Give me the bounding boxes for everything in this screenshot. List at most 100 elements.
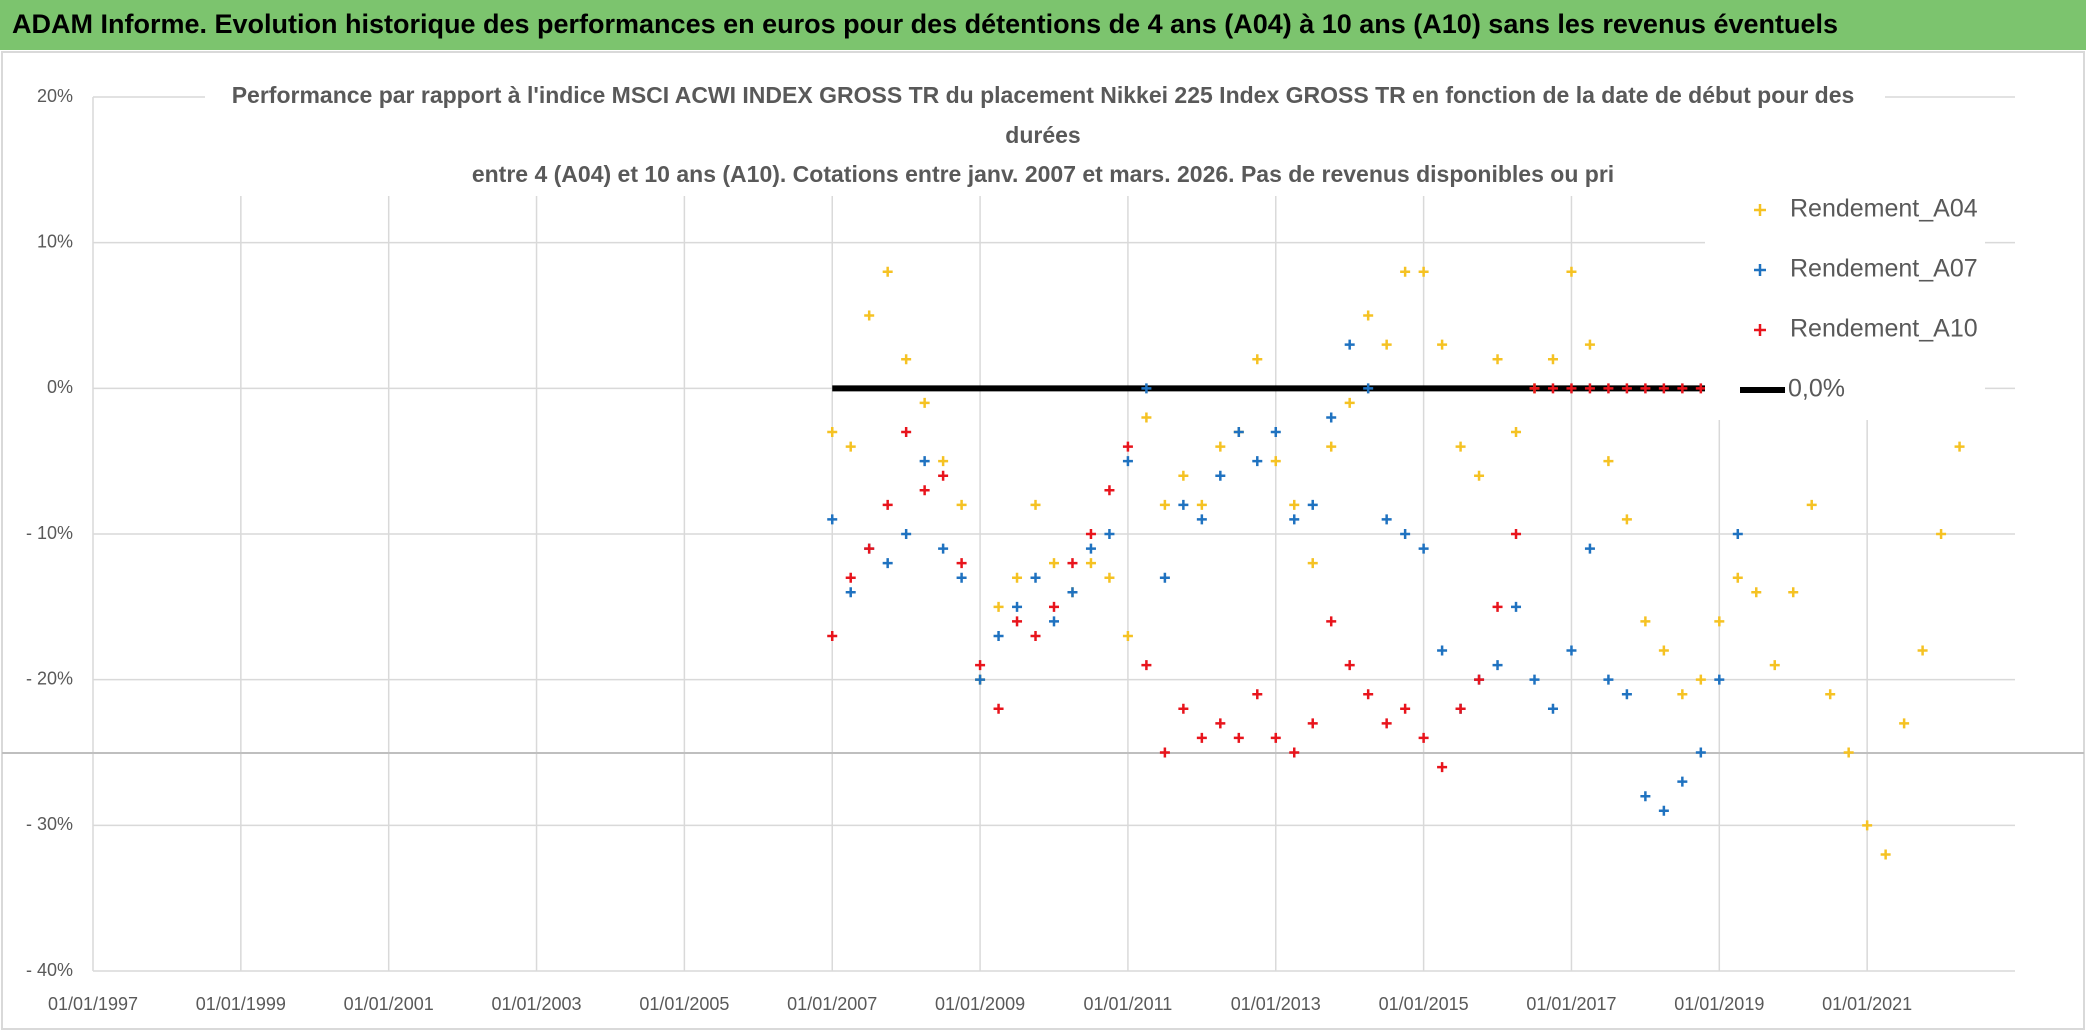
data-point: [1289, 747, 1300, 758]
data-point: [956, 558, 967, 569]
data-point: [901, 427, 912, 438]
banner-title: ADAM Informe. Evolution historique des p…: [12, 9, 1838, 39]
data-point: [1085, 558, 1096, 569]
data-point: [1566, 645, 1577, 656]
data-point: [1658, 805, 1669, 816]
data-point: [1437, 645, 1448, 656]
data-point: [1178, 703, 1189, 714]
legend-swatch: [1754, 264, 1766, 276]
x-tick-label: 01/01/2019: [1674, 994, 1764, 1014]
data-point: [1566, 266, 1577, 277]
data-point: [901, 354, 912, 365]
chart-title: Performance par rapport à l'indice MSCI …: [232, 82, 1855, 108]
data-point: [1899, 718, 1910, 729]
data-point: [1159, 572, 1170, 583]
chart-frame: [1, 51, 2085, 1030]
data-point: [1012, 601, 1023, 612]
data-point: [1289, 514, 1300, 525]
x-tick-label: 01/01/1999: [196, 994, 286, 1014]
data-point: [1695, 383, 1706, 394]
data-point: [1418, 266, 1429, 277]
data-point: [1695, 674, 1706, 685]
data-point: [1492, 354, 1503, 365]
data-point: [1825, 689, 1836, 700]
data-point: [1363, 689, 1374, 700]
data-point: [1677, 383, 1688, 394]
data-point: [1640, 791, 1651, 802]
data-point: [1104, 485, 1115, 496]
data-point: [1492, 601, 1503, 612]
data-point: [1418, 732, 1429, 743]
data-point: [1196, 514, 1207, 525]
data-point: [1178, 470, 1189, 481]
x-tick-label: 01/01/2013: [1231, 994, 1321, 1014]
data-point: [1326, 441, 1337, 452]
data-point: [1584, 543, 1595, 554]
data-point: [1936, 529, 1947, 539]
data-point: [938, 543, 949, 554]
data-point: [1437, 339, 1448, 350]
data-point: [1122, 630, 1133, 641]
x-tick-label: 01/01/2017: [1526, 994, 1616, 1014]
data-point: [993, 630, 1004, 641]
data-point: [1492, 660, 1503, 671]
data-point: [1474, 674, 1485, 685]
data-point: [845, 441, 856, 452]
data-point: [1178, 499, 1189, 510]
data-point: [1732, 572, 1743, 583]
data-point: [1104, 572, 1115, 583]
data-point: [1012, 572, 1023, 583]
legend-label: Rendement_A10: [1790, 315, 1978, 343]
data-point: [1215, 470, 1226, 481]
y-tick-label: - 40%: [26, 960, 73, 980]
data-point: [1196, 499, 1207, 510]
data-point: [1862, 820, 1873, 831]
data-point: [1511, 427, 1522, 438]
data-point: [1474, 470, 1485, 481]
data-point: [845, 587, 856, 598]
x-tick-label: 01/01/2003: [491, 994, 581, 1014]
data-point: [1621, 514, 1632, 525]
data-point: [1270, 732, 1281, 743]
data-point: [1695, 747, 1706, 758]
x-tick-label: 01/01/2021: [1822, 994, 1912, 1014]
data-point: [1030, 572, 1041, 583]
data-point: [1621, 383, 1632, 394]
data-point: [1880, 849, 1891, 860]
legend-box: [1705, 185, 1985, 420]
data-point: [1270, 456, 1281, 467]
data-point: [956, 572, 967, 583]
data-point: [1640, 616, 1651, 627]
data-point: [1788, 587, 1799, 598]
data-point: [1603, 674, 1614, 685]
legend-swatch: [1754, 204, 1766, 216]
data-point: [1344, 397, 1355, 408]
data-point: [993, 703, 1004, 714]
data-point: [1400, 703, 1411, 714]
data-point: [1252, 689, 1263, 700]
data-point: [1400, 529, 1411, 539]
data-point: [1067, 587, 1078, 598]
chart-title: entre 4 (A04) et 10 ans (A10). Cotations…: [472, 161, 1614, 187]
data-point: [1658, 645, 1669, 656]
data-point: [1677, 776, 1688, 787]
legend-label: Rendement_A07: [1790, 255, 1978, 283]
data-point: [1122, 441, 1133, 452]
legend-label: Rendement_A04: [1790, 195, 1978, 223]
data-point: [919, 485, 930, 496]
data-point: [864, 543, 875, 554]
y-tick-label: - 10%: [26, 523, 73, 543]
data-point: [1547, 354, 1558, 365]
data-point: [882, 266, 893, 277]
data-point: [901, 529, 912, 539]
data-point: [1621, 689, 1632, 700]
data-point: [1159, 499, 1170, 510]
data-point: [919, 456, 930, 467]
y-tick-label: 10%: [37, 231, 73, 251]
data-point: [1030, 499, 1041, 510]
data-point: [1843, 747, 1854, 758]
data-point: [1806, 499, 1817, 510]
data-point: [1751, 587, 1762, 598]
data-point: [1400, 266, 1411, 277]
data-point: [1344, 339, 1355, 350]
